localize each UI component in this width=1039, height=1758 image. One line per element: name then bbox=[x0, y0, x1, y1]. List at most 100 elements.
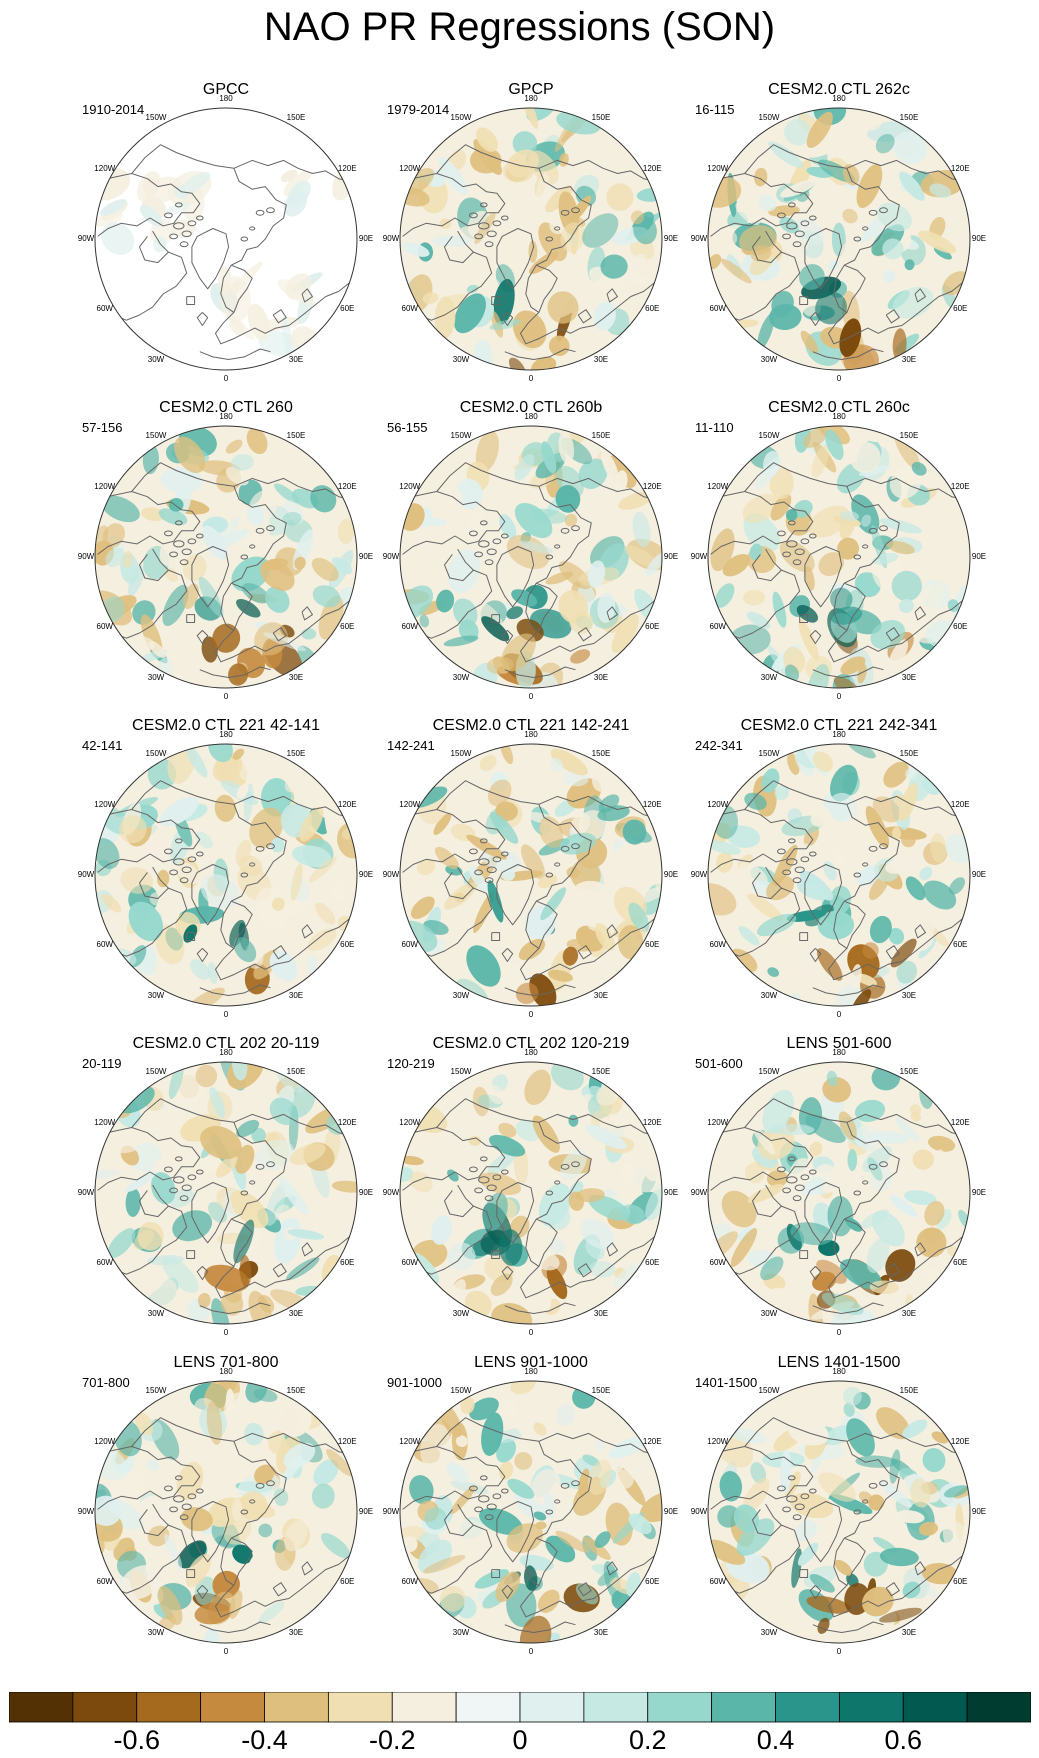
longitude-label: 90W bbox=[77, 552, 95, 561]
coastline-island bbox=[788, 202, 796, 208]
anomaly-blob bbox=[895, 1510, 925, 1524]
coastline bbox=[504, 1302, 576, 1314]
longitude-label: 90W bbox=[382, 234, 400, 243]
longitude-label: 0 bbox=[528, 1328, 534, 1337]
longitude-label: 30E bbox=[593, 673, 609, 683]
coastline-island bbox=[240, 872, 249, 878]
longitude-label: 150E bbox=[591, 112, 611, 122]
coastline bbox=[809, 1266, 822, 1280]
longitude-label: 90E bbox=[358, 1507, 374, 1516]
coastline-island bbox=[501, 1488, 509, 1494]
coastline bbox=[496, 546, 535, 608]
colorbar-box bbox=[391, 1692, 457, 1723]
longitude-label: 30W bbox=[452, 355, 470, 365]
longitude-label: 60E bbox=[953, 622, 968, 631]
coastline bbox=[400, 491, 506, 555]
longitude-label: 0 bbox=[836, 374, 842, 383]
anomaly-blob bbox=[520, 844, 546, 880]
coastline bbox=[804, 228, 843, 290]
colorbar-box bbox=[647, 1692, 713, 1723]
anomaly-blob bbox=[284, 770, 306, 793]
anomaly-blob bbox=[265, 1183, 286, 1226]
anomaly-blob bbox=[524, 1069, 552, 1105]
anomaly-blob bbox=[443, 882, 477, 910]
colorbar-box bbox=[455, 1692, 521, 1723]
coastline bbox=[535, 1122, 592, 1220]
coastline bbox=[809, 948, 822, 962]
coastline-island bbox=[478, 858, 490, 866]
coastline bbox=[504, 984, 576, 996]
anomaly-blob bbox=[760, 1256, 784, 1281]
coastline bbox=[812, 1621, 884, 1633]
longitude-label: 180 bbox=[832, 1048, 846, 1057]
coastline bbox=[191, 1182, 230, 1244]
map-boundary bbox=[399, 425, 663, 689]
anomaly-blob bbox=[182, 554, 207, 582]
anomaly-blob bbox=[194, 1602, 231, 1625]
longitude-label: 180 bbox=[524, 412, 538, 421]
coastline-island bbox=[196, 1169, 204, 1175]
map-panel: GPCP 1979-2014 180 150E 120E 90E 60E 30E 0 30W 60W… bbox=[381, 80, 681, 383]
anomaly-blob bbox=[95, 211, 123, 227]
coastline-island bbox=[179, 1195, 189, 1202]
longitude-label: 30E bbox=[288, 355, 304, 365]
longitude-label: 60W bbox=[401, 304, 418, 313]
map-panel: CESM2.0 CTL 221 142-241 142-241 180 150E 120… bbox=[381, 716, 681, 1019]
anomaly-blob bbox=[514, 502, 553, 539]
coastline-island bbox=[474, 1506, 483, 1513]
coastline-island bbox=[492, 1493, 502, 1500]
anomaly-blob bbox=[773, 844, 798, 887]
coastline bbox=[491, 614, 501, 623]
coastline bbox=[95, 491, 201, 555]
anomaly-blob bbox=[520, 108, 539, 129]
anomaly-blob bbox=[611, 613, 639, 654]
anomaly-blob bbox=[904, 259, 915, 271]
coastline bbox=[196, 948, 209, 962]
anomaly-blob bbox=[162, 584, 189, 627]
longitude-label: 120W bbox=[707, 1118, 729, 1127]
coastline-island bbox=[469, 530, 478, 537]
anomaly-blob bbox=[537, 1589, 560, 1613]
anomaly-blob bbox=[469, 866, 488, 892]
anomaly-blob bbox=[570, 649, 591, 664]
map-background bbox=[95, 108, 357, 370]
coastline-island bbox=[169, 551, 178, 558]
anomaly-blob bbox=[573, 880, 608, 900]
longitude-label: 30W bbox=[452, 1628, 470, 1638]
coastline bbox=[186, 614, 196, 623]
panel-period: 501-600 bbox=[695, 1056, 743, 1071]
anomaly-blob bbox=[287, 180, 311, 208]
coastline-island bbox=[862, 1180, 869, 1185]
anomaly-blob bbox=[260, 560, 295, 591]
coastline-island bbox=[240, 1509, 249, 1515]
panel-title: CESM2.0 CTL 221 242-341 bbox=[740, 717, 938, 734]
anomaly-blob bbox=[767, 967, 780, 977]
anomaly-blob bbox=[225, 466, 249, 486]
coastline bbox=[196, 312, 209, 326]
anomaly-blob bbox=[478, 1172, 522, 1195]
coastline-island bbox=[179, 877, 189, 884]
longitude-label: 60W bbox=[709, 304, 726, 313]
coastline bbox=[577, 945, 592, 960]
coastline bbox=[301, 924, 313, 939]
coastline bbox=[833, 1537, 866, 1586]
anomaly-blob bbox=[851, 964, 862, 989]
anomaly-blob bbox=[612, 1262, 646, 1288]
anomaly-blob bbox=[896, 960, 918, 984]
longitude-label: 150W bbox=[450, 112, 472, 122]
coastline-island bbox=[862, 544, 869, 549]
anomaly-blob bbox=[803, 427, 828, 448]
coastline bbox=[444, 548, 474, 582]
coastline bbox=[215, 916, 353, 981]
colorbar-box bbox=[264, 1692, 329, 1723]
colorbar-tick-label: 0.2 bbox=[628, 1725, 667, 1755]
coastline bbox=[885, 1582, 900, 1597]
anomaly-blob bbox=[419, 614, 430, 628]
anomaly-blob bbox=[178, 171, 211, 196]
anomaly-blob bbox=[184, 987, 225, 1006]
coastline-island bbox=[809, 533, 817, 539]
coastline-island bbox=[240, 1190, 249, 1196]
anomaly-blob bbox=[337, 518, 355, 544]
coastline-island bbox=[809, 1488, 817, 1494]
anomaly-blob bbox=[540, 887, 567, 921]
